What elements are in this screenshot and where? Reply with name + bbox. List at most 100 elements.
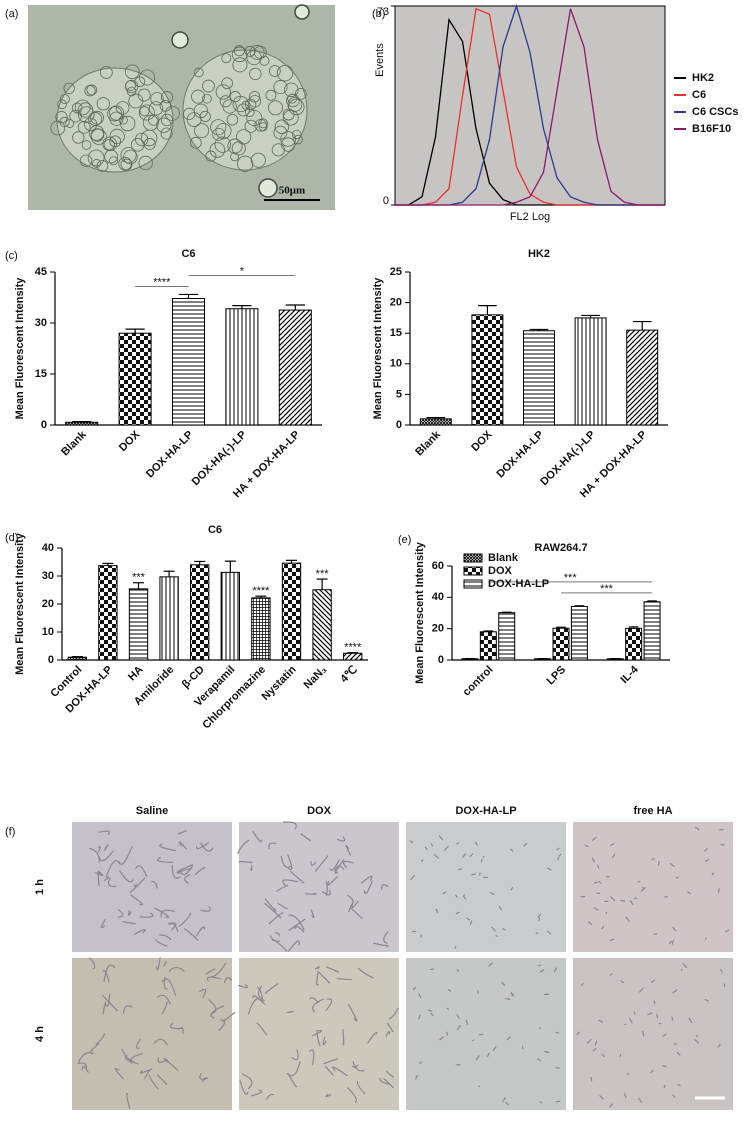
cell bbox=[229, 91, 241, 103]
cell bbox=[215, 84, 231, 100]
cell bbox=[412, 987, 417, 991]
cell bbox=[657, 860, 660, 866]
cell bbox=[250, 152, 266, 168]
cell bbox=[466, 917, 471, 921]
histogram-line bbox=[395, 8, 665, 206]
cell bbox=[286, 93, 300, 108]
panel-label: (f) bbox=[5, 826, 15, 838]
chart-title: HK2 bbox=[528, 248, 550, 260]
cell bbox=[184, 874, 191, 884]
cell bbox=[410, 874, 415, 881]
cell bbox=[388, 1007, 399, 1020]
cell bbox=[138, 104, 155, 121]
chart-title: C6 bbox=[208, 524, 222, 536]
cell bbox=[161, 1001, 168, 1015]
cell bbox=[282, 879, 299, 886]
cell bbox=[130, 894, 143, 906]
cell bbox=[418, 1014, 421, 1020]
cell bbox=[329, 859, 340, 872]
cell bbox=[326, 876, 338, 886]
cell bbox=[586, 1038, 592, 1044]
cell bbox=[439, 1036, 444, 1041]
cell bbox=[677, 1083, 681, 1087]
cell bbox=[238, 984, 249, 989]
cell bbox=[205, 150, 217, 162]
cell bbox=[669, 862, 675, 867]
cell bbox=[226, 114, 239, 126]
cell bbox=[593, 881, 599, 884]
legend-swatch bbox=[463, 566, 483, 576]
cell bbox=[687, 891, 691, 895]
cell bbox=[444, 845, 449, 851]
cell bbox=[351, 1064, 359, 1068]
x-tick-label: DOX-HA-LP bbox=[494, 429, 546, 481]
cell bbox=[309, 1049, 315, 1066]
cell bbox=[556, 847, 560, 851]
cell bbox=[495, 934, 499, 937]
error-bar bbox=[224, 560, 236, 573]
legend-label: HK2 bbox=[692, 72, 714, 84]
error-bar bbox=[628, 626, 639, 629]
cell bbox=[206, 976, 222, 982]
legend-label: B16F10 bbox=[692, 123, 731, 135]
cell bbox=[140, 129, 158, 147]
cell bbox=[200, 906, 211, 912]
error-bar bbox=[255, 595, 267, 598]
cell bbox=[271, 143, 285, 157]
cell bbox=[414, 1077, 418, 1080]
cell bbox=[668, 940, 672, 945]
x-tick-label: DOX bbox=[469, 428, 495, 454]
cell bbox=[309, 997, 319, 1004]
y-axis-label: Mean Fluorescent Intensity bbox=[14, 277, 26, 420]
error-bar bbox=[72, 421, 92, 423]
cell bbox=[155, 956, 161, 971]
cell bbox=[471, 873, 476, 876]
cell bbox=[695, 1034, 698, 1038]
cell bbox=[662, 1033, 667, 1037]
cell bbox=[610, 896, 616, 902]
cell bbox=[118, 846, 133, 865]
cell bbox=[122, 921, 136, 925]
cell bbox=[103, 139, 115, 151]
cell bbox=[123, 1005, 133, 1014]
cell bbox=[424, 846, 428, 851]
cell bbox=[208, 999, 217, 1015]
cell bbox=[264, 902, 282, 919]
cell bbox=[336, 978, 352, 981]
bar bbox=[98, 565, 118, 661]
y-tick-label: 30 bbox=[35, 317, 47, 329]
cell bbox=[103, 964, 116, 983]
cell bbox=[651, 857, 655, 861]
cell bbox=[199, 988, 207, 999]
bar bbox=[498, 612, 516, 661]
cell bbox=[475, 1055, 480, 1061]
cell bbox=[580, 983, 584, 986]
bar bbox=[625, 627, 643, 661]
cell bbox=[157, 857, 174, 863]
row-label: 1 h bbox=[34, 879, 46, 895]
cell bbox=[498, 905, 503, 911]
cell bbox=[271, 939, 288, 952]
cell bbox=[123, 149, 138, 165]
cell bbox=[725, 929, 730, 933]
cell bbox=[325, 1065, 334, 1076]
cell bbox=[169, 1022, 183, 1030]
cell bbox=[539, 969, 545, 973]
cell bbox=[202, 79, 215, 93]
cell bbox=[482, 855, 485, 858]
cell bbox=[442, 891, 447, 895]
cell bbox=[557, 856, 560, 861]
cell bbox=[236, 103, 250, 117]
significance-label: **** bbox=[252, 585, 270, 597]
cell bbox=[294, 926, 305, 933]
bar bbox=[67, 656, 87, 661]
cell bbox=[455, 894, 458, 898]
cell bbox=[244, 45, 256, 57]
cell bbox=[258, 178, 278, 198]
cell bbox=[455, 911, 460, 915]
cell bbox=[77, 1052, 95, 1063]
error-bar bbox=[529, 328, 549, 331]
cell bbox=[325, 966, 340, 973]
cell bbox=[523, 842, 528, 847]
error-bar bbox=[316, 578, 328, 590]
